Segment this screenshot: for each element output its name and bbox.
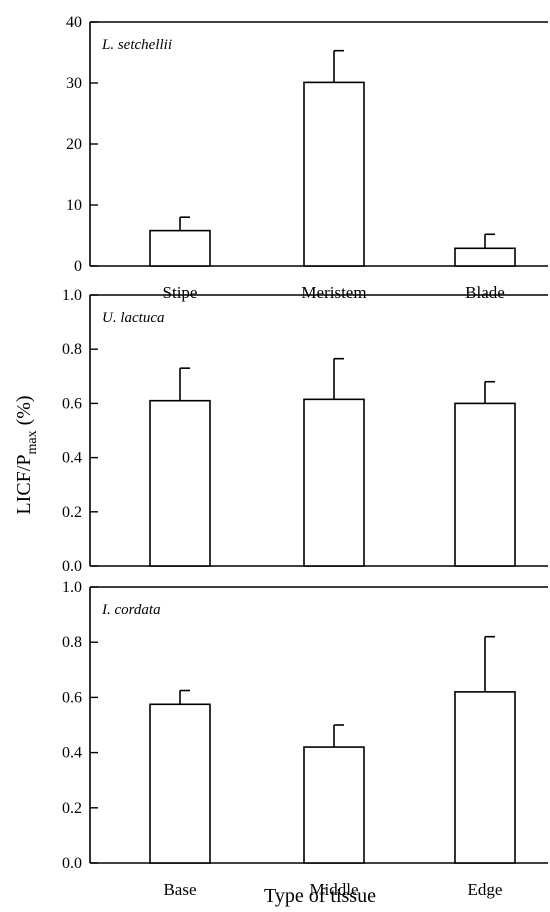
panel-label: I. cordata (101, 602, 161, 618)
category-label: Edge (468, 880, 503, 899)
bar (149, 399, 211, 567)
category-label: Blade (465, 283, 505, 302)
panel-3: 0.0 0.2 0.4 0.6 0.8 1.0 Base Middle Edge I. corda… (62, 579, 548, 899)
x-axis-title: Type of tissue (264, 885, 376, 907)
y-tick-label: 0.2 (62, 504, 82, 521)
y-tick-label: 0.6 (62, 689, 82, 706)
category-label: Meristem (301, 283, 366, 302)
y-tick-label: 0.6 (62, 395, 82, 412)
y-axis-title-subscript: max (25, 430, 40, 454)
category-label: Middle (309, 880, 358, 899)
y-axis-title-main: LICF/P (13, 455, 35, 515)
bar (149, 229, 211, 267)
bar (454, 247, 516, 267)
panels: 0 10 20 30 40 Stipe Meristem Blade L. setchellii… (62, 14, 548, 899)
bar (303, 81, 365, 267)
bar (149, 703, 211, 864)
panel-label: U. lactuca (102, 310, 164, 326)
y-tick-label: 0.0 (62, 855, 82, 872)
category-label: Base (163, 880, 196, 899)
y-tick-label: 0.2 (62, 800, 82, 817)
bar (454, 402, 516, 567)
y-tick-label: 1.0 (62, 287, 82, 304)
y-tick-label: 0.8 (62, 341, 82, 358)
y-tick-label: 0.0 (62, 558, 82, 575)
y-tick-label: 0.4 (62, 450, 82, 467)
panel-2: 0.0 0.2 0.4 0.6 0.8 1.0 U. lactuca (62, 287, 548, 575)
y-tick-label: 20 (66, 136, 82, 153)
y-tick-label: 0.4 (62, 745, 82, 762)
y-tick-label: 30 (66, 75, 82, 92)
bar (303, 398, 365, 567)
y-tick-label: 10 (66, 197, 82, 214)
y-axis-title-unit: (%) (13, 395, 35, 430)
bar (303, 746, 365, 864)
y-tick-label: 1.0 (62, 579, 82, 596)
panel-1: 0 10 20 30 40 Stipe Meristem Blade L. setchellii (66, 14, 548, 302)
panel-label: L. setchellii (101, 37, 172, 53)
y-tick-label: 40 (66, 14, 82, 31)
y-axis-title: LICF/Pmax (%) (13, 395, 40, 514)
y-tick-label: 0 (74, 258, 82, 275)
bar (454, 691, 516, 864)
category-label: Stipe (163, 283, 198, 302)
y-tick-label: 0.8 (62, 634, 82, 651)
